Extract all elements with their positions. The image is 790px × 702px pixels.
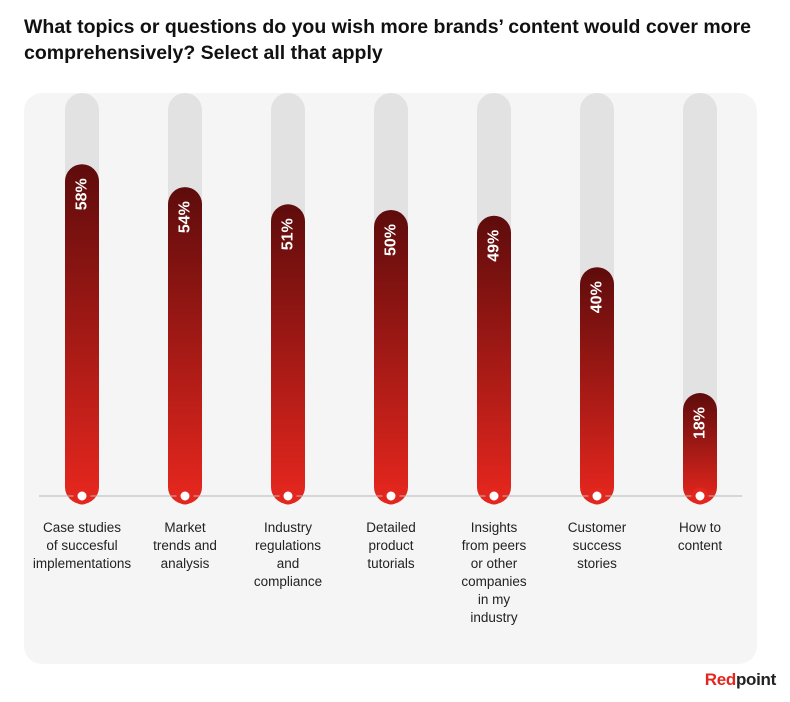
bar-cat-3 (271, 204, 305, 504)
bar-dot-cat-3 (279, 487, 297, 505)
chart-title: What topics or questions do you wish mor… (24, 16, 752, 64)
category-label-cat-5: Insights from peers or other companies in my… (461, 520, 527, 625)
logo-point-text: point (735, 670, 776, 689)
bar-dot-cat-1 (73, 487, 91, 505)
value-label-cat-2: 54% (177, 201, 194, 233)
category-label-cat-7: How to content (678, 520, 723, 553)
category-label-cat-3: Industry regulations and compliance (254, 520, 322, 589)
bar-dot-cat-6 (588, 487, 606, 505)
logo-red-text: Red (704, 670, 737, 689)
redpoint-logo: Redpoint (704, 670, 777, 690)
bar-cat-1 (65, 164, 99, 505)
bar-dot-cat-7 (691, 487, 709, 505)
bar-cat-7 (683, 393, 717, 504)
value-label-cat-7: 18% (692, 407, 709, 439)
bar-dot-cat-4 (382, 487, 400, 505)
category-label-cat-2: Market trends and analysis (153, 520, 217, 571)
value-label-cat-1: 58% (74, 178, 91, 210)
bar-cat-2 (168, 187, 202, 504)
bar-dot-cat-2 (176, 487, 194, 505)
value-label-cat-5: 49% (486, 230, 503, 262)
bar-dot-cat-5 (485, 487, 503, 505)
category-label-cat-1: Case studies of succesful implementations (33, 520, 132, 571)
value-label-cat-6: 40% (589, 281, 606, 313)
value-label-cat-4: 50% (383, 224, 400, 256)
bar-cat-6 (580, 267, 614, 504)
category-label-cat-4: Detailed product tutorials (366, 520, 416, 571)
category-label-cat-6: Customer success stories (568, 520, 627, 571)
bar-cat-4 (374, 210, 408, 504)
bar-cat-5 (477, 215, 511, 504)
value-label-cat-3: 51% (280, 218, 297, 250)
